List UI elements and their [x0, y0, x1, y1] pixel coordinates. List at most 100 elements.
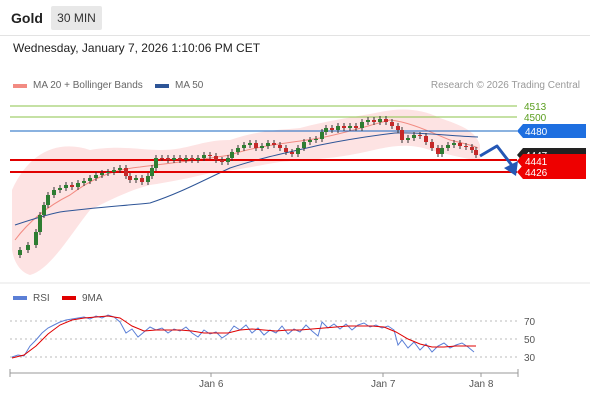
candle-body: [82, 181, 86, 183]
candle-body: [406, 138, 410, 140]
bollinger-band: [12, 109, 480, 275]
candle-body: [128, 176, 132, 180]
candle-body: [436, 148, 440, 154]
candle-body: [196, 158, 200, 160]
candle-body: [314, 139, 318, 140]
ma50-line: [14, 132, 479, 226]
ma50-swatch: [155, 83, 169, 88]
candle-body: [190, 158, 194, 160]
candle-body: [254, 143, 258, 148]
candle-body: [336, 126, 340, 130]
rsi-level-label-50: 50: [524, 335, 536, 346]
candle-body: [324, 128, 328, 132]
candle-body: [124, 168, 128, 176]
candle-body: [396, 126, 400, 130]
rsi-level-label-70: 70: [524, 317, 536, 328]
candle-body: [452, 143, 456, 145]
legend-item-ma20: MA 20 + Bollinger Bands: [13, 80, 143, 91]
candle-body: [184, 158, 188, 160]
candle-body: [46, 195, 50, 205]
candle-body: [320, 132, 324, 139]
rsi-line: [11, 314, 475, 358]
candle-body: [76, 183, 80, 187]
legend-label-ma50: MA 50: [175, 80, 204, 91]
candle-body: [154, 158, 158, 168]
candle-body: [172, 158, 176, 160]
candle-body: [52, 190, 56, 195]
support-tag-label-4441: 4441: [525, 157, 548, 168]
candle-body: [290, 152, 294, 154]
candle-body: [418, 135, 422, 136]
legend-label-ma20: MA 20 + Bollinger Bands: [33, 80, 143, 91]
candle-body: [446, 145, 450, 148]
candle-body: [330, 128, 334, 130]
candle-body: [266, 143, 270, 146]
candle-body: [112, 170, 116, 172]
candle-body: [348, 126, 352, 128]
rsi-legend-label: RSI: [33, 293, 50, 304]
timeframe-tab[interactable]: 30 MIN: [51, 6, 102, 30]
rsi-swatch: [13, 296, 27, 300]
candle-body: [106, 172, 110, 173]
candle-body: [474, 150, 478, 155]
x-label-jan6: Jan 6: [199, 379, 224, 390]
candle-body: [440, 148, 444, 154]
candle-body: [88, 178, 92, 181]
candle-body: [134, 178, 138, 180]
candle-body: [26, 245, 30, 250]
candle-body: [18, 250, 22, 255]
legend-item-ma50: MA 50: [155, 80, 203, 91]
candle-body: [278, 145, 282, 148]
candle-body: [400, 130, 404, 140]
rsi-level-label-30: 30: [524, 353, 536, 364]
candle-body: [166, 158, 170, 160]
candle-body: [464, 146, 468, 147]
candle-body: [470, 147, 474, 150]
candle-body: [94, 175, 98, 178]
candle-body: [100, 173, 104, 175]
candle-body: [118, 168, 122, 170]
candle-body: [38, 215, 42, 232]
candle-body: [202, 155, 206, 158]
ma20-swatch: [13, 83, 27, 88]
x-label-jan8: Jan 8: [469, 379, 494, 390]
candle-body: [296, 148, 300, 154]
top-bar: Gold 30 MIN: [0, 0, 590, 36]
candle-body: [34, 232, 38, 245]
candle-body: [226, 158, 230, 162]
pivot-tag-label: 4480: [525, 127, 548, 138]
candle-body: [354, 126, 358, 128]
rsi-ma-swatch: [62, 296, 76, 300]
rsi-ma-line: [11, 315, 476, 359]
candle-body: [272, 143, 276, 145]
x-label-jan7: Jan 7: [371, 379, 396, 390]
forecast-arrowhead-icon: [504, 161, 518, 176]
candle-body: [150, 168, 154, 176]
candle-body: [284, 148, 288, 152]
candle-body: [70, 185, 74, 187]
source-credit: Research © 2026 Trading Central: [430, 80, 580, 91]
asset-title: Gold: [11, 10, 43, 26]
candle-body: [384, 119, 388, 122]
candle-body: [236, 148, 240, 152]
candle-body: [302, 142, 306, 148]
support-tag-4441: [517, 154, 586, 168]
candle-body: [342, 126, 346, 128]
candle-body: [424, 136, 428, 142]
candle-body: [378, 119, 382, 122]
candle-body: [208, 155, 212, 156]
candle-body: [160, 158, 164, 159]
resistance-label-4500: 4500: [524, 113, 547, 124]
forecast-arrow-icon: [479, 144, 516, 169]
resistance-label-4513: 4513: [524, 102, 547, 113]
candle-body: [140, 178, 144, 182]
candle-body: [230, 152, 234, 158]
chart-datetime: Wednesday, January 7, 2026 1:10:06 PM CE…: [13, 41, 261, 55]
candle-body: [412, 135, 416, 138]
candlesticks: [18, 116, 478, 258]
candle-body: [64, 185, 68, 188]
candle-body: [308, 140, 312, 142]
candle-body: [366, 120, 370, 122]
candle-body: [390, 122, 394, 126]
